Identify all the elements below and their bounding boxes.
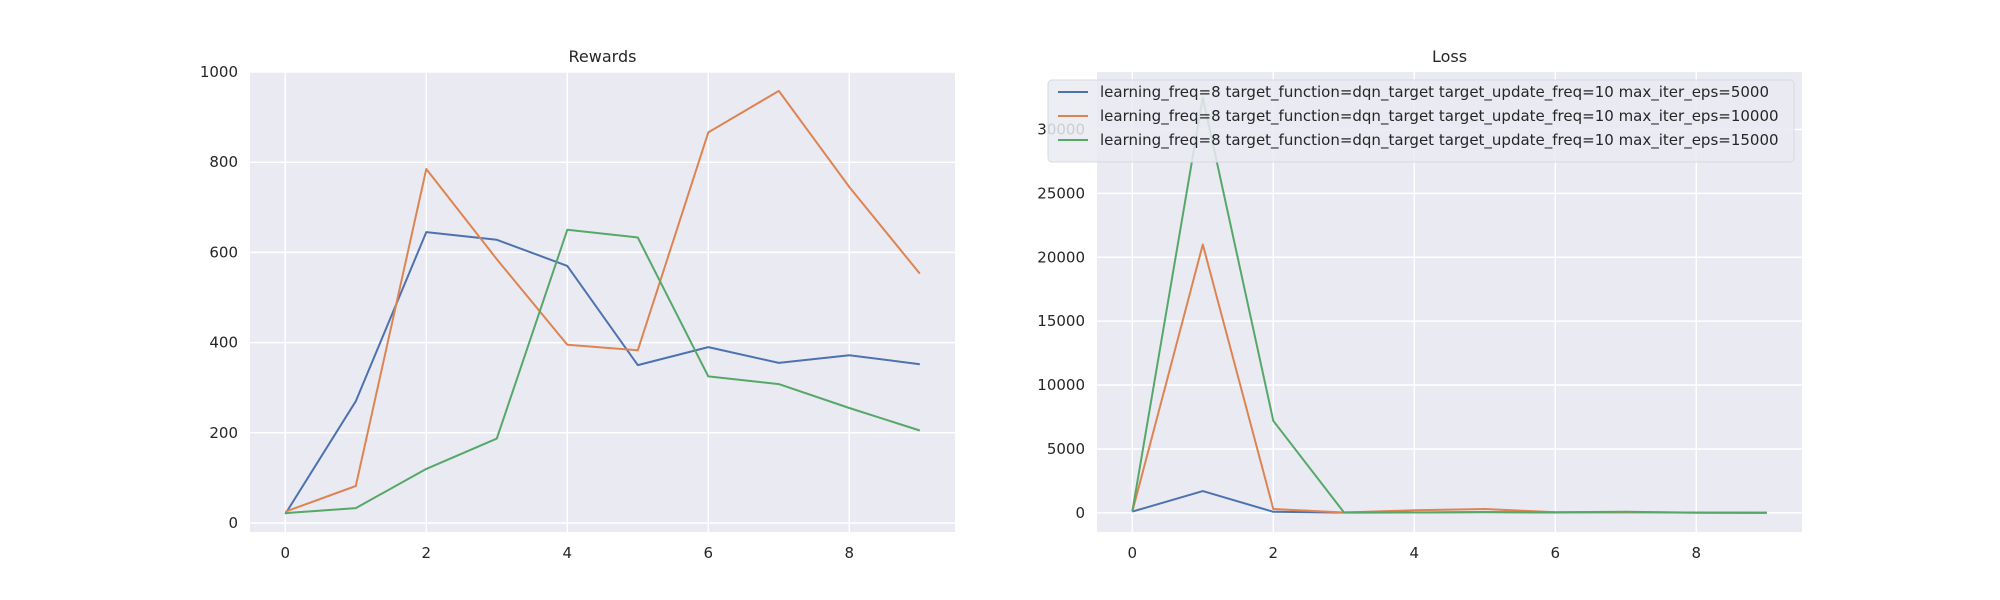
rewards-tick-labels: 0 2 4 6 8 0 200 400 600 800 1000 xyxy=(200,63,854,562)
loss-chart-title: Loss xyxy=(1432,47,1467,66)
loss-series xyxy=(1131,96,1767,514)
y-tick-label: 15000 xyxy=(1037,312,1085,330)
x-tick-label: 4 xyxy=(562,544,572,562)
legend-entry: learning_freq=8 target_function=dqn_targ… xyxy=(1058,107,1779,126)
y-tick-label: 5000 xyxy=(1047,440,1085,458)
y-tick-label: 800 xyxy=(209,153,238,171)
y-tick-label: 1000 xyxy=(200,63,238,81)
x-tick-label: 6 xyxy=(1550,544,1560,562)
y-tick-label: 600 xyxy=(209,243,238,261)
rewards-chart-title: Rewards xyxy=(569,47,637,66)
y-tick-label: 0 xyxy=(228,514,238,532)
legend-box xyxy=(1047,79,1795,163)
y-tick-label: 0 xyxy=(1075,504,1085,522)
y-tick-label: 25000 xyxy=(1037,184,1085,202)
loss-chart: 02468050001000015000200002500030000 Loss… xyxy=(1037,47,1802,562)
x-tick-label: 6 xyxy=(703,544,713,562)
x-tick-label: 2 xyxy=(1268,544,1278,562)
legend-label-1: learning_freq=8 target_function=dqn_targ… xyxy=(1100,107,1779,126)
series-line-1 xyxy=(284,89,921,513)
loss-legend: learning_freq=8 target_function=dqn_targ… xyxy=(1047,79,1795,163)
legend-entry: learning_freq=8 target_function=dqn_targ… xyxy=(1058,83,1769,102)
rewards-chart: 0 2 4 6 8 0 200 400 600 800 1000 Rewards xyxy=(200,47,955,562)
rewards-series xyxy=(284,89,921,515)
rewards-grid xyxy=(250,71,955,532)
x-tick-label: 8 xyxy=(1691,544,1701,562)
x-tick-label: 2 xyxy=(421,544,431,562)
y-tick-label: 200 xyxy=(209,424,238,442)
x-tick-label: 0 xyxy=(280,544,290,562)
legend-label-0: learning_freq=8 target_function=dqn_targ… xyxy=(1100,83,1769,102)
series-line-0 xyxy=(284,231,920,515)
series-line-2 xyxy=(1131,96,1767,514)
x-tick-label: 4 xyxy=(1409,544,1419,562)
y-tick-label: 400 xyxy=(209,334,238,352)
y-tick-label: 10000 xyxy=(1037,376,1085,394)
series-line-2 xyxy=(285,228,921,515)
y-tick-label: 20000 xyxy=(1037,248,1085,266)
x-tick-label: 0 xyxy=(1127,544,1137,562)
legend-label-2: learning_freq=8 target_function=dqn_targ… xyxy=(1100,131,1779,150)
x-tick-label: 8 xyxy=(844,544,854,562)
rewards-plot-area xyxy=(250,72,955,532)
legend-entry: learning_freq=8 target_function=dqn_targ… xyxy=(1058,131,1779,150)
